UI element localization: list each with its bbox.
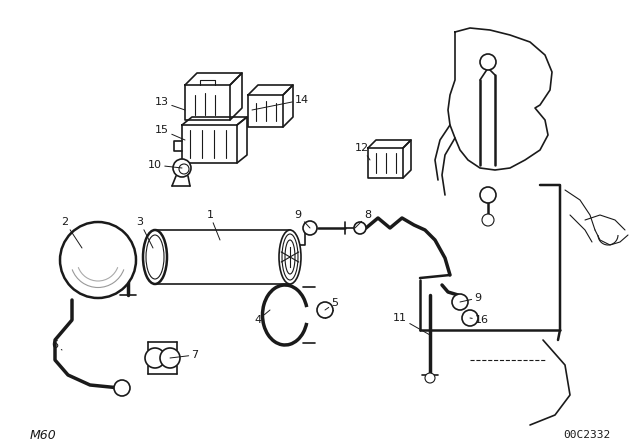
Text: 8: 8 [355,210,372,228]
Text: 14: 14 [252,95,309,110]
Circle shape [480,187,496,203]
Text: 00C2332: 00C2332 [563,430,610,440]
Circle shape [425,373,435,383]
Circle shape [60,222,136,298]
Text: 9: 9 [460,293,481,303]
Circle shape [179,164,189,174]
Text: 4: 4 [255,310,270,325]
FancyBboxPatch shape [155,230,290,284]
Text: 16: 16 [470,315,489,325]
Circle shape [145,348,165,368]
Circle shape [480,54,496,70]
Circle shape [462,310,478,326]
Text: 15: 15 [155,125,185,140]
Text: 9: 9 [294,210,310,228]
Circle shape [452,294,468,310]
Circle shape [160,348,180,368]
Ellipse shape [143,230,167,284]
Circle shape [354,222,366,234]
Text: M60: M60 [30,428,57,441]
Text: 6: 6 [51,340,62,350]
Circle shape [317,302,333,318]
Ellipse shape [279,230,301,284]
Text: 3: 3 [136,217,153,248]
Circle shape [482,214,494,226]
Text: 11: 11 [393,313,430,335]
Text: 10: 10 [148,160,182,170]
Text: 5: 5 [325,298,339,310]
Text: 12: 12 [355,143,370,160]
Text: 13: 13 [155,97,185,110]
Text: 1: 1 [207,210,220,240]
Circle shape [303,221,317,235]
Text: 2: 2 [61,217,82,248]
Circle shape [114,380,130,396]
Circle shape [173,159,191,177]
Text: 7: 7 [170,350,198,360]
Ellipse shape [146,235,164,279]
